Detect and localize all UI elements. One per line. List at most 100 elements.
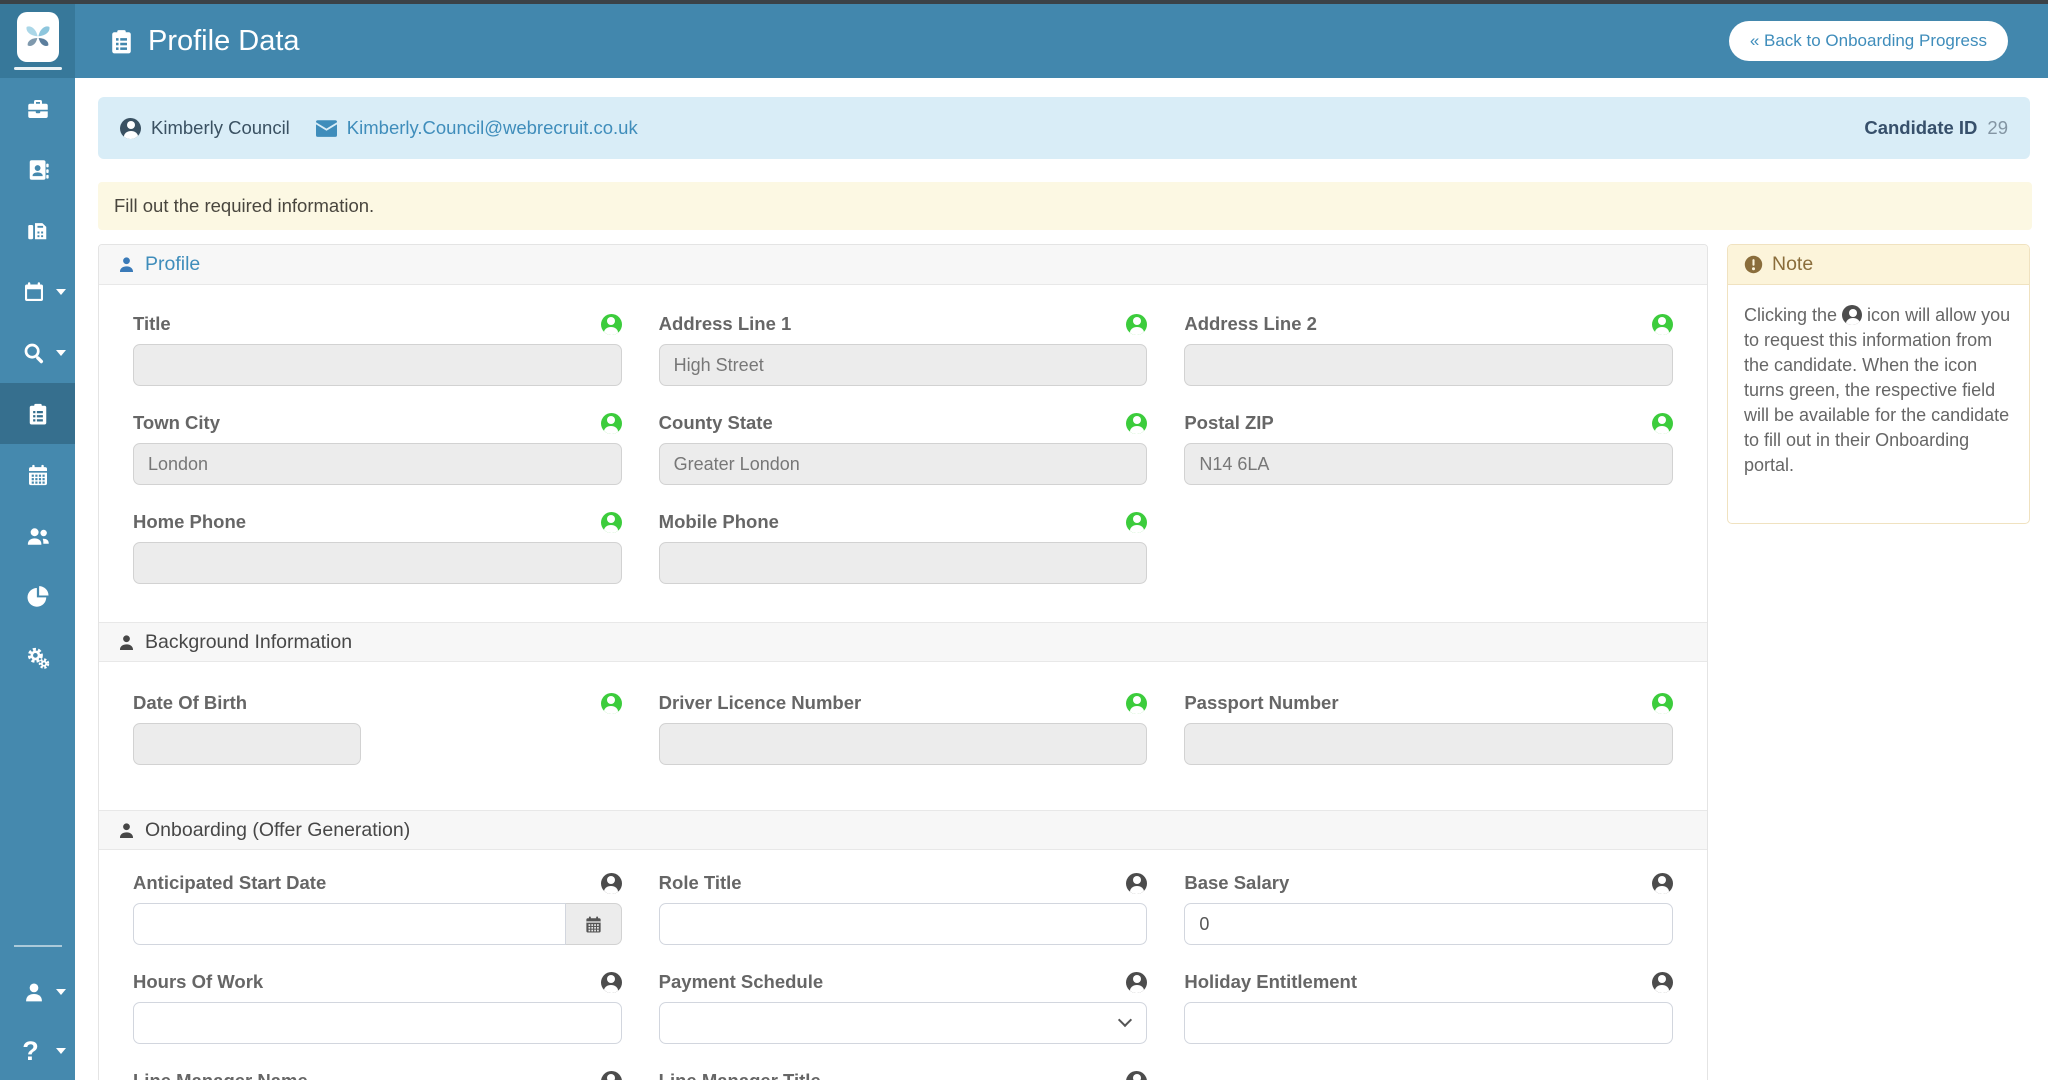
field-driver-licence-number: Driver Licence Number	[658, 692, 1148, 765]
anticipated-start-date-input[interactable]	[133, 903, 566, 945]
sidebar-item-contacts[interactable]	[0, 139, 75, 200]
required-info-alert: Fill out the required information.	[98, 182, 2032, 230]
search-dropdown-icon	[24, 343, 43, 363]
user-menu-icon	[25, 983, 42, 1001]
request-from-candidate-icon[interactable]	[1126, 971, 1148, 993]
note-text-after: icon will allow you to request this info…	[1744, 305, 2011, 475]
user-circle-icon	[120, 117, 141, 139]
request-from-candidate-icon[interactable]	[600, 1070, 622, 1080]
field-label: Home Phone	[133, 511, 247, 532]
sidebar-divider	[13, 945, 62, 947]
sidebar: ?	[0, 78, 75, 1080]
field-holiday-entitlement: Holiday Entitlement	[1184, 971, 1673, 1044]
app-header: Profile Data « Back to Onboarding Progre…	[0, 4, 2048, 78]
sidebar-item-profile-data[interactable]	[0, 383, 75, 444]
field-date-of-birth: Date Of Birth	[133, 692, 622, 765]
request-from-candidate-icon[interactable]	[600, 313, 622, 335]
note-body: Clicking the icon will allow you to reque…	[1728, 285, 2029, 523]
county-state-input	[658, 443, 1148, 485]
logo-underline	[13, 67, 62, 70]
field-label: Driver Licence Number	[658, 692, 862, 713]
section-title: Onboarding (Offer Generation)	[145, 818, 411, 841]
person-icon	[119, 634, 134, 650]
holiday-entitlement-input[interactable]	[1184, 1002, 1673, 1044]
main-content: Kimberly Council Kimberly.Council@webrec…	[75, 78, 2048, 1080]
sidebar-spacer	[0, 688, 75, 945]
address-line-2-input	[1184, 344, 1673, 386]
field-home-phone: Home Phone	[133, 511, 622, 584]
field-label: Holiday Entitlement	[1184, 971, 1358, 992]
request-from-candidate-icon[interactable]	[600, 692, 622, 714]
exclamation-circle-icon	[1744, 255, 1763, 274]
role-title-input[interactable]	[658, 903, 1148, 945]
user-circle-icon	[1842, 305, 1863, 325]
field-line-manager-title: Line Manager Title	[659, 1070, 1148, 1080]
hours-of-work-input[interactable]	[133, 1002, 622, 1044]
request-from-candidate-icon[interactable]	[1651, 692, 1673, 714]
note-header: Note	[1728, 245, 2029, 285]
gears-icon	[27, 647, 49, 669]
section-header-profile: Profile	[99, 245, 1707, 285]
note-title: Note	[1772, 253, 1814, 275]
calendar-picker-button[interactable]	[565, 903, 622, 945]
driver-licence-number-input	[658, 723, 1148, 765]
date-of-birth-input	[133, 723, 361, 765]
title-input	[133, 344, 622, 386]
person-icon	[119, 257, 134, 272]
postal-zip-input	[1184, 443, 1673, 485]
section-title: Profile	[145, 253, 201, 275]
sidebar-item-schedule[interactable]	[0, 444, 75, 505]
candidate-id-label: Candidate ID	[1864, 117, 1978, 138]
sidebar-item-user-menu[interactable]	[0, 961, 75, 1022]
sidebar-item-search-menu[interactable]	[0, 322, 75, 383]
users-icon	[27, 527, 49, 545]
sidebar-item-fax[interactable]	[0, 200, 75, 261]
request-from-candidate-icon[interactable]	[600, 872, 622, 894]
base-salary-input[interactable]	[1184, 903, 1673, 945]
back-to-onboarding-button[interactable]: « Back to Onboarding Progress	[1728, 21, 2008, 61]
sidebar-item-calendar-menu[interactable]	[0, 261, 75, 322]
request-from-candidate-icon[interactable]	[1126, 692, 1148, 714]
help-menu-icon: ?	[22, 1035, 39, 1066]
butterfly-logo-icon	[16, 12, 59, 62]
field-label: Date Of Birth	[133, 692, 248, 713]
payment-schedule-select[interactable]	[658, 1002, 1148, 1044]
field-label: Address Line 1	[658, 313, 792, 334]
chevron-down-icon	[56, 288, 66, 295]
section-header-background: Background Information	[99, 622, 1707, 662]
page-title: Profile Data	[108, 25, 300, 58]
field-label: Mobile Phone	[658, 511, 779, 532]
field-county-state: County State	[658, 412, 1148, 485]
request-from-candidate-icon[interactable]	[600, 511, 622, 533]
request-from-candidate-icon[interactable]	[1126, 511, 1148, 533]
field-label: Anticipated Start Date	[133, 872, 327, 893]
request-from-candidate-icon[interactable]	[1651, 872, 1673, 894]
fax-icon	[27, 222, 46, 239]
request-from-candidate-icon[interactable]	[600, 971, 622, 993]
request-from-candidate-icon[interactable]	[1651, 313, 1673, 335]
sidebar-item-help-menu[interactable]: ?	[0, 1022, 75, 1080]
sidebar-item-settings[interactable]	[0, 627, 75, 688]
field-label: Postal ZIP	[1184, 412, 1274, 433]
request-from-candidate-icon[interactable]	[1126, 313, 1148, 335]
pie-chart-icon	[26, 585, 48, 607]
candidate-email-link[interactable]: Kimberly.Council@webrecruit.co.uk	[346, 117, 638, 138]
chevron-down-icon	[56, 349, 66, 356]
sidebar-item-reports[interactable]	[0, 566, 75, 627]
app-logo[interactable]	[0, 4, 75, 78]
request-from-candidate-icon[interactable]	[600, 412, 622, 434]
request-from-candidate-icon[interactable]	[1651, 971, 1673, 993]
calendar-grid-icon	[28, 464, 47, 485]
address-book-icon	[29, 159, 49, 180]
field-passport-number: Passport Number	[1184, 692, 1673, 765]
section-title: Background Information	[145, 630, 353, 653]
sidebar-item-jobs[interactable]	[0, 78, 75, 139]
request-from-candidate-icon[interactable]	[1126, 872, 1148, 894]
candidate-name: Kimberly Council	[151, 117, 290, 138]
request-from-candidate-icon[interactable]	[1126, 412, 1148, 434]
request-from-candidate-icon[interactable]	[1651, 412, 1673, 434]
request-from-candidate-icon[interactable]	[1126, 1070, 1148, 1080]
sidebar-item-users[interactable]	[0, 505, 75, 566]
person-icon	[119, 822, 134, 838]
field-payment-schedule: Payment Schedule	[658, 971, 1148, 1044]
